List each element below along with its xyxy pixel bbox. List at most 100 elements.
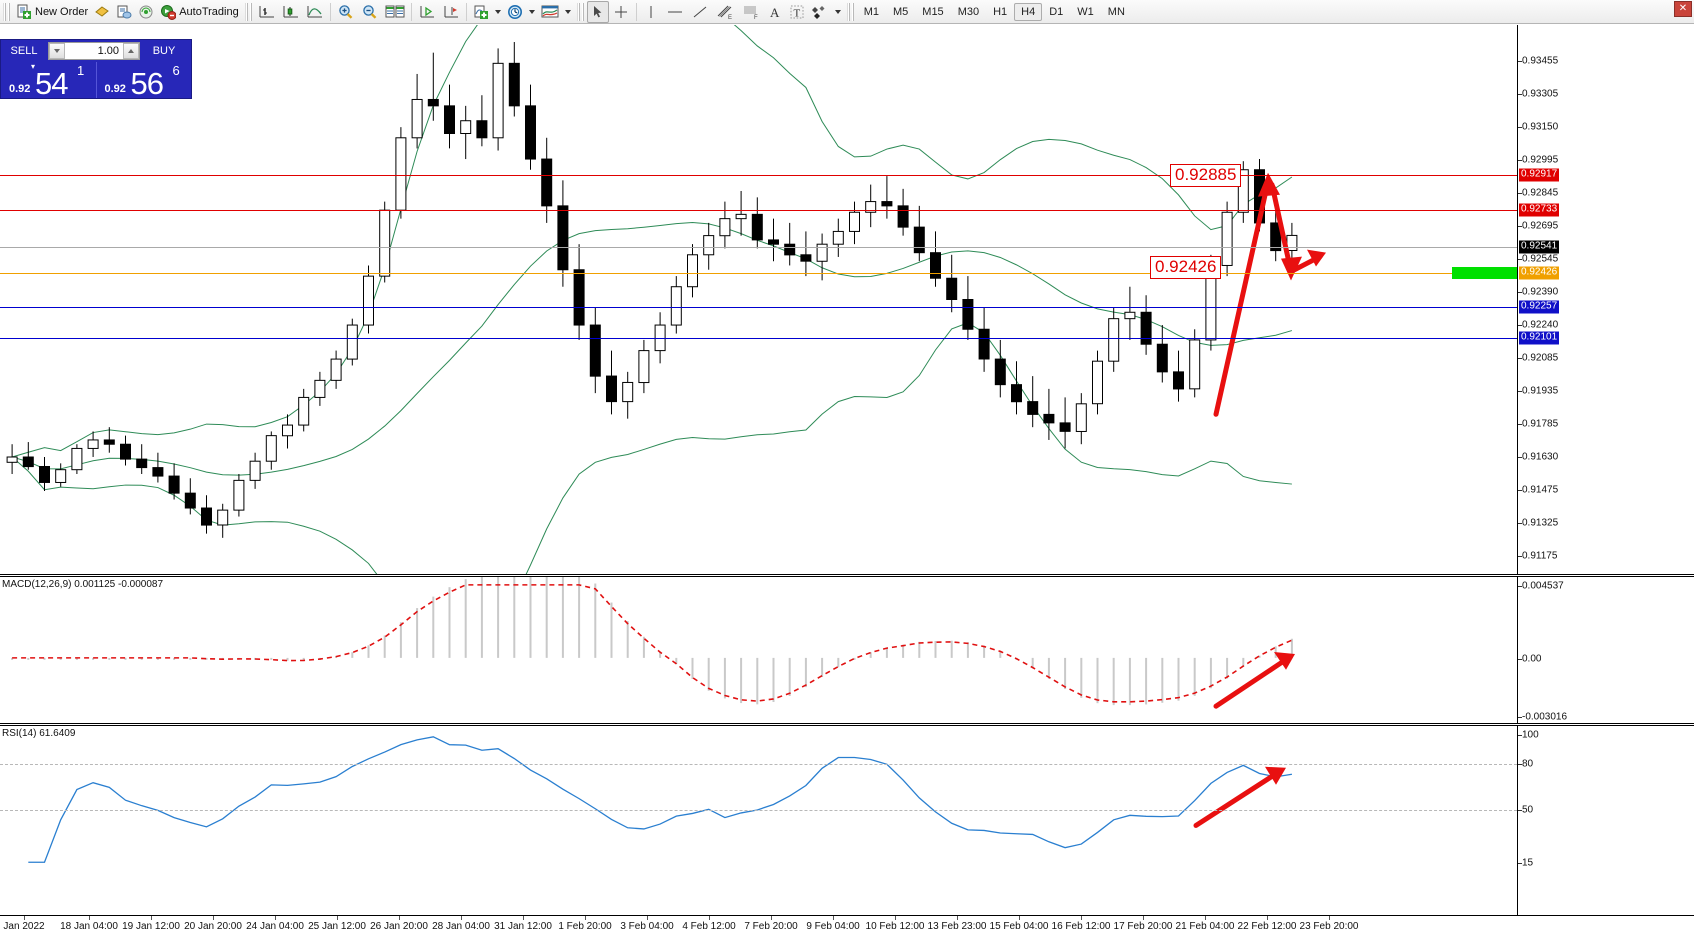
price-tick-label: 0.91175 [1522,550,1558,562]
line-chart-button[interactable] [303,1,327,23]
volume-decrease-button[interactable] [49,43,65,59]
resistance-line-2[interactable] [0,210,1517,211]
axis-tickmark [1518,193,1522,194]
timeframe-w1[interactable]: W1 [1077,5,1094,18]
metaeditor-button[interactable] [113,1,135,23]
fibonacci-tool[interactable]: F [738,1,764,23]
signals-icon [139,5,153,18]
clock-icon [507,4,522,19]
macd-pane[interactable]: MACD(12,26,9) 0.001125 -0.000087 0.00453… [0,576,1694,724]
label-tool[interactable]: T [786,1,808,23]
objects-tool[interactable] [808,1,832,23]
close-chart-button[interactable]: ✕ [1674,1,1692,17]
objects-dropdown-caret[interactable] [834,9,841,14]
bid-quote[interactable]: ▾ 0.92 54 1 [1,62,96,101]
chart-shift-button[interactable] [439,1,463,23]
candlestick-chart-button[interactable] [279,1,303,23]
time-axis-label: 10 Feb 12:00 [865,921,925,932]
timeframe-m15[interactable]: M15 [922,5,944,18]
timeframe-m30[interactable]: M30 [957,5,980,18]
one-click-trading-panel[interactable]: SELL 1.00 BUY ▾ 0.92 54 1 0.92 56 6 [0,39,192,101]
timeframe-d1[interactable]: D1 [1049,5,1064,18]
timeframe-h4[interactable]: H4 [1014,2,1043,21]
zoom-out-button[interactable] [358,1,382,23]
pivot-line[interactable] [0,273,1517,274]
annotation-price-high[interactable]: 0.92885 [1170,164,1242,187]
equidistant-channel-tool[interactable]: E [712,1,738,23]
rsi-canvas[interactable] [0,726,1517,915]
price-tick-label: 0.91475 [1522,484,1559,496]
sell-button[interactable]: SELL [10,45,38,57]
price-plot [6,25,1326,574]
zoom-in-button[interactable] [334,1,358,23]
axis-tickmark [1518,863,1522,864]
resistance-line-1[interactable] [0,175,1517,176]
expert-advisors-button[interactable] [91,1,113,23]
support-line-1[interactable] [0,307,1517,308]
horizontal-line-tool[interactable] [662,1,688,23]
time-axis-tickmark [461,916,462,920]
toolbar-separator-2 [410,2,412,21]
timeframe-mn[interactable]: MN [1107,5,1125,18]
data-window-icon [385,5,405,17]
period-button[interactable] [504,1,526,23]
bar-chart-button[interactable] [255,1,279,23]
support-label-1[interactable]: 0.92257 [1519,300,1560,314]
toolbar-grip[interactable] [3,2,10,21]
axis-tickmark [1518,61,1522,62]
trendline-tool[interactable] [688,1,712,23]
time-axis-label: 21 Feb 04:00 [1175,921,1235,932]
axis-tickmark [1518,127,1522,128]
timeframe-m5[interactable]: M5 [893,5,909,18]
templates-button[interactable] [538,1,562,23]
volume-value[interactable]: 1.00 [97,45,119,57]
toolbar-separator-4 [635,2,637,21]
toolbar-grip-3[interactable] [576,2,584,21]
volume-stepper[interactable]: 1.00 [48,42,140,60]
buy-button[interactable]: BUY [152,45,176,57]
axis-tickmark [1518,424,1522,425]
volume-increase-button[interactable] [123,43,139,59]
auto-scroll-icon [420,5,434,17]
signals-button[interactable] [135,1,157,23]
resistance-label-1[interactable]: 0.92917 [1519,168,1560,182]
metaeditor-icon [117,5,132,18]
demand-zone-highlight[interactable] [1452,267,1517,279]
annotation-price-pivot[interactable]: 0.92426 [1150,256,1222,279]
ask-quote[interactable]: 0.92 56 6 [95,62,192,101]
period-dropdown-caret[interactable] [528,9,535,14]
new-order-icon [17,4,31,19]
current-price-line[interactable] [0,247,1517,248]
macd-canvas[interactable] [0,577,1517,723]
chart-area[interactable]: 0.92885 0.92426 0.93455 0.93305 0.93150 0.92… [0,25,1694,915]
current-price-label[interactable]: 0.92541 [1519,240,1560,254]
data-window-button[interactable] [382,1,408,23]
support-line-2[interactable] [0,338,1517,339]
templates-dropdown-caret[interactable] [564,9,571,14]
resistance-label-2[interactable]: 0.92733 [1519,203,1560,217]
cursor-tool[interactable] [586,0,609,23]
timeframe-m1[interactable]: M1 [863,5,879,18]
price-pane[interactable]: 0.92885 0.92426 0.93455 0.93305 0.93150 0.92… [0,25,1694,595]
axis-tickmark [1518,717,1522,718]
time-axis-tickmark [585,916,586,920]
auto-scroll-button[interactable] [415,1,439,23]
pivot-label[interactable]: 0.92426 [1519,266,1560,280]
indicators-dropdown-caret[interactable] [494,9,501,14]
vertical-line-tool[interactable] [640,1,662,23]
text-tool[interactable]: A [764,1,786,23]
price-axis[interactable]: 0.93455 0.93305 0.93150 0.92995 0.92845 0.926… [1517,25,1694,595]
autotrading-button[interactable]: AutoTrading [157,1,242,23]
toolbar-grip-4[interactable] [846,2,854,21]
crosshair-tool[interactable] [609,1,633,23]
time-axis[interactable]: Jan 2022 18 Jan 04:00 19 Jan 12:00 20 Jan 2… [0,915,1694,939]
toolbar-grip-2[interactable] [244,2,252,21]
timeframe-h1[interactable]: H1 [993,5,1008,18]
support-label-2[interactable]: 0.92101 [1519,331,1560,345]
new-order-button[interactable]: New Order [13,1,91,23]
axis-tickmark [1518,556,1522,557]
price-canvas[interactable]: 0.92885 0.92426 [0,25,1517,574]
price-tick-label: 0.92240 [1522,319,1559,331]
rsi-pane[interactable]: RSI(14) 61.6409 100 80 50 15 [0,725,1694,915]
indicators-button[interactable] [470,1,492,23]
